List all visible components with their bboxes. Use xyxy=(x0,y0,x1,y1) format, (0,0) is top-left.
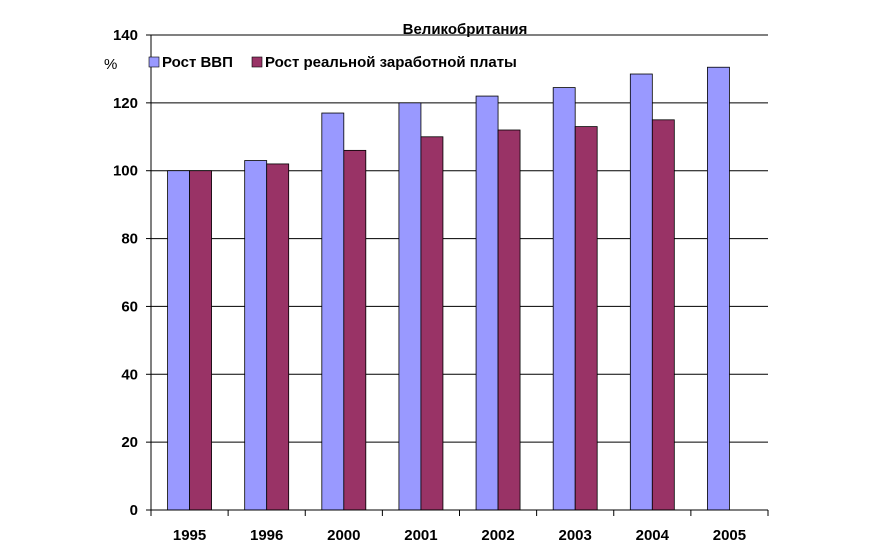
y-axis-label: % xyxy=(104,56,117,73)
y-tick-label: 40 xyxy=(121,366,138,383)
legend-label-gdp: Рост ВВП xyxy=(162,54,233,71)
bar-wage-2000 xyxy=(343,149,367,511)
y-tick-label: 0 xyxy=(130,502,138,519)
y-tick-label: 60 xyxy=(121,298,138,315)
x-tick-label: 2000 xyxy=(327,527,360,544)
bar-wage-2001 xyxy=(420,136,444,511)
bars xyxy=(167,66,730,511)
x-tick-label: 2001 xyxy=(404,527,437,544)
bar-gdp-1996 xyxy=(244,160,268,511)
legend-swatch-wage xyxy=(251,56,263,68)
y-tick-label: 100 xyxy=(113,163,138,180)
gridlines xyxy=(151,34,768,443)
x-tick-label: 1995 xyxy=(173,527,206,544)
bar-wage-1996 xyxy=(266,163,290,511)
legend: Рост ВВП Рост реальной заработной платы xyxy=(148,54,517,71)
y-ticks: 0 20 40 60 80 100 120 140 xyxy=(113,27,151,519)
x-tick-label: 2002 xyxy=(481,527,514,544)
bar-wage-2002 xyxy=(497,129,521,511)
bar-gdp-2001 xyxy=(398,102,422,511)
bar-wage-2004 xyxy=(651,119,675,511)
x-tick-label: 2004 xyxy=(636,527,670,544)
y-tick-label: 120 xyxy=(113,95,138,112)
bar-gdp-2000 xyxy=(321,112,345,511)
y-tick-label: 20 xyxy=(121,434,138,451)
bar-wage-2003 xyxy=(574,126,598,511)
y-tick-label: 80 xyxy=(121,231,138,248)
legend-label-wage: Рост реальной заработной платы xyxy=(265,54,517,71)
bar-gdp-2005 xyxy=(707,66,730,511)
y-tick-label: 140 xyxy=(113,27,138,44)
bar-gdp-1995 xyxy=(167,170,190,511)
bar-gdp-2003 xyxy=(552,87,576,511)
bar-gdp-2002 xyxy=(475,95,499,511)
x-tick-label: 2005 xyxy=(713,527,746,544)
x-tick-label: 2003 xyxy=(559,527,592,544)
bar-wage-1995 xyxy=(189,170,212,511)
x-tick-label: 1996 xyxy=(250,527,283,544)
legend-swatch-gdp xyxy=(148,56,160,68)
x-ticks: 1995 1996 2000 2001 2002 2003 2004 2005 xyxy=(150,510,769,544)
chart-title: Великобритания xyxy=(403,21,528,38)
bar-gdp-2004 xyxy=(629,73,653,511)
